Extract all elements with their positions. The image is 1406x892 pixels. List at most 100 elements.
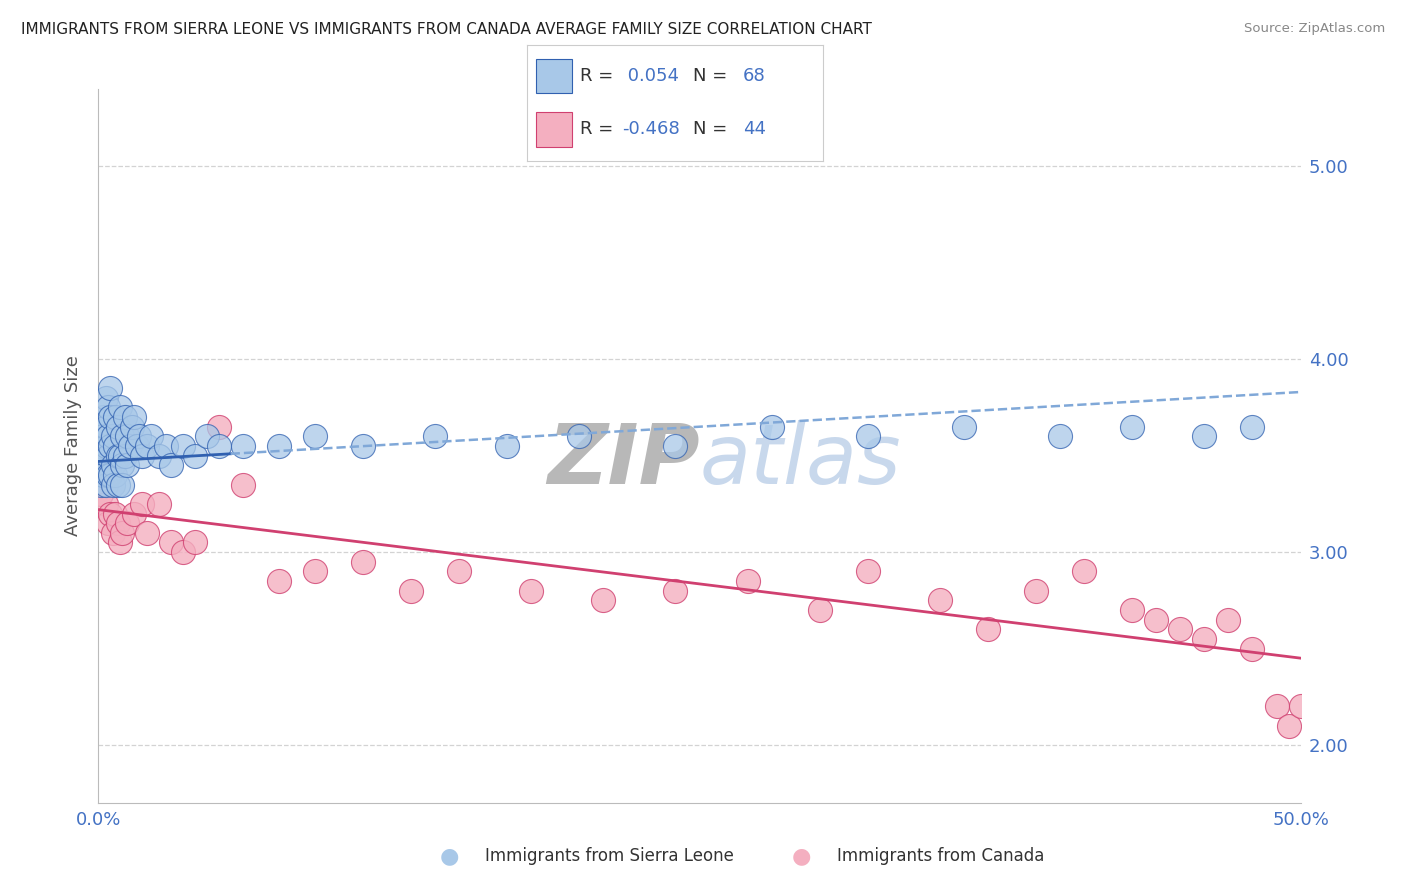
Point [195, 429, 218, 443]
Text: R =: R = [581, 67, 620, 85]
Point [90, 439, 112, 453]
Point [1144, 613, 1167, 627]
Point [267, 439, 290, 453]
Point [117, 429, 139, 443]
Bar [536, 59, 571, 94]
Text: N =: N = [693, 120, 733, 138]
Point [114, 449, 136, 463]
Point [568, 429, 591, 443]
Point [91, 429, 114, 443]
Point [1049, 429, 1071, 443]
Point [520, 583, 543, 598]
Text: N =: N = [693, 67, 733, 85]
Point [1241, 641, 1264, 656]
Point [1218, 613, 1240, 627]
Point [104, 410, 127, 425]
Point [101, 458, 124, 473]
Point [664, 439, 686, 453]
Point [100, 381, 122, 395]
Point [352, 555, 374, 569]
Point [131, 497, 153, 511]
Text: ●: ● [792, 847, 811, 866]
Point [304, 565, 326, 579]
Point [977, 622, 1000, 636]
Point [107, 477, 129, 491]
Point [1277, 719, 1299, 733]
Point [1289, 699, 1312, 714]
Point [104, 439, 127, 453]
Point [131, 449, 153, 463]
Text: IMMIGRANTS FROM SIERRA LEONE VS IMMIGRANTS FROM CANADA AVERAGE FAMILY SIZE CORRE: IMMIGRANTS FROM SIERRA LEONE VS IMMIGRAN… [21, 22, 872, 37]
Point [118, 439, 141, 453]
Point [91, 458, 114, 473]
Point [91, 477, 114, 491]
Point [172, 545, 194, 559]
Point [232, 439, 254, 453]
Point [90, 487, 112, 501]
Point [1073, 565, 1095, 579]
Point [1241, 419, 1264, 434]
Point [1121, 603, 1143, 617]
Text: Immigrants from Sierra Leone: Immigrants from Sierra Leone [485, 847, 734, 865]
Point [101, 429, 124, 443]
Point [1194, 632, 1216, 646]
Point [856, 429, 879, 443]
Y-axis label: Average Family Size: Average Family Size [63, 356, 82, 536]
Point [183, 449, 205, 463]
Point [267, 574, 290, 588]
Point [97, 449, 120, 463]
Point [97, 467, 120, 482]
Point [90, 477, 112, 491]
Point [1121, 419, 1143, 434]
Text: ZIP: ZIP [547, 420, 699, 500]
Point [159, 458, 181, 473]
Point [737, 574, 759, 588]
Point [101, 525, 124, 540]
Point [928, 593, 950, 607]
Point [91, 467, 114, 482]
Point [111, 477, 134, 491]
Point [592, 593, 614, 607]
Text: -0.468: -0.468 [621, 120, 679, 138]
Text: ●: ● [440, 847, 460, 866]
Bar [536, 112, 571, 146]
Point [108, 449, 131, 463]
Point [183, 535, 205, 549]
Text: atlas: atlas [699, 420, 901, 500]
Point [208, 439, 231, 453]
Text: R =: R = [581, 120, 620, 138]
Point [135, 439, 157, 453]
Point [107, 516, 129, 530]
Point [808, 603, 831, 617]
Point [124, 410, 146, 425]
Point [121, 419, 143, 434]
Point [664, 583, 686, 598]
Text: 0.054: 0.054 [621, 67, 679, 85]
Point [108, 401, 131, 415]
Point [159, 535, 181, 549]
Point [94, 391, 117, 405]
Text: 68: 68 [742, 67, 765, 85]
Point [1194, 429, 1216, 443]
Point [953, 419, 976, 434]
Point [94, 439, 117, 453]
Point [100, 467, 122, 482]
Point [148, 497, 170, 511]
Point [111, 458, 134, 473]
Point [90, 449, 112, 463]
Point [141, 429, 163, 443]
Point [94, 497, 117, 511]
Point [107, 419, 129, 434]
Point [155, 439, 177, 453]
Point [117, 458, 139, 473]
Text: 44: 44 [742, 120, 766, 138]
Point [100, 507, 122, 521]
Point [114, 410, 136, 425]
Point [856, 565, 879, 579]
Point [104, 467, 127, 482]
Text: Immigrants from Canada: Immigrants from Canada [837, 847, 1043, 865]
Point [208, 419, 231, 434]
Point [90, 419, 112, 434]
Point [101, 477, 124, 491]
Point [423, 429, 446, 443]
